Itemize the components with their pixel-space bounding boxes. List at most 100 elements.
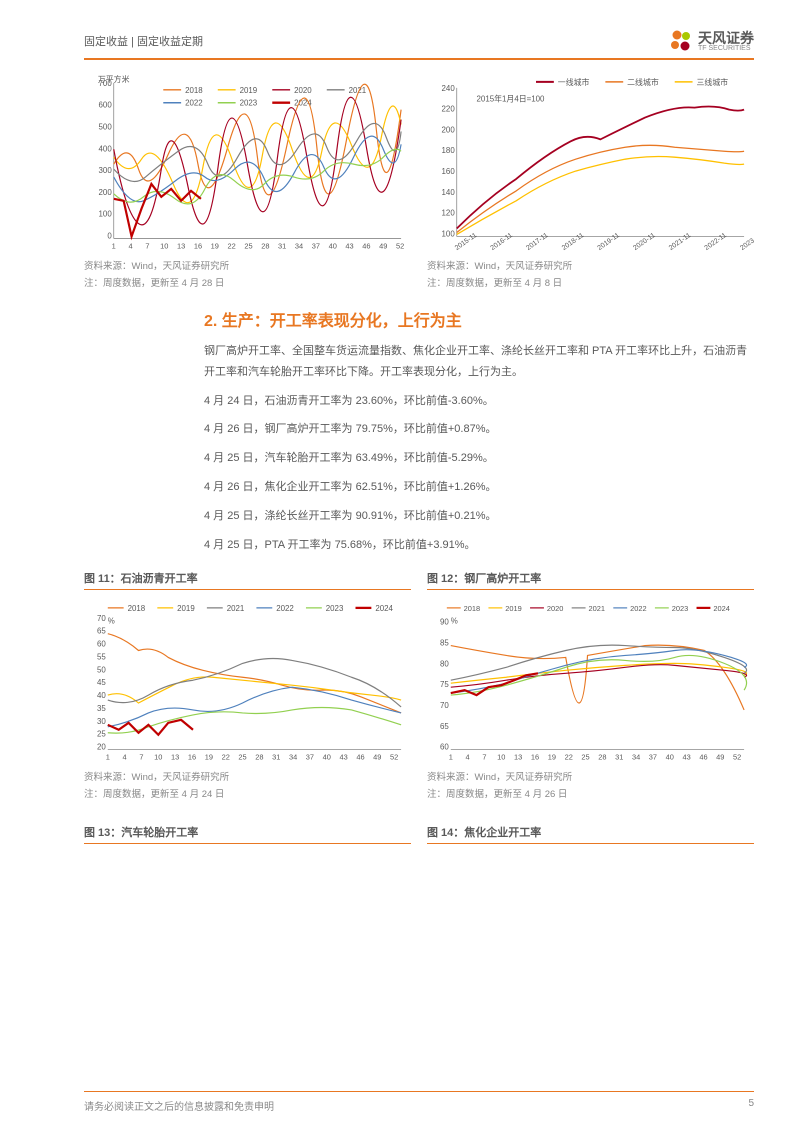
svg-text:4: 4 xyxy=(123,752,127,761)
fig13-title: 图 13：汽车轮胎开工率 xyxy=(84,824,411,844)
svg-text:70: 70 xyxy=(440,701,449,710)
svg-text:2022: 2022 xyxy=(276,604,294,613)
svg-text:31: 31 xyxy=(615,752,623,761)
chart-source: 资料来源：Wind，天风证券研究所 xyxy=(84,260,411,274)
logo-icon xyxy=(668,28,694,54)
svg-text:2021-11: 2021-11 xyxy=(668,232,693,252)
svg-text:34: 34 xyxy=(289,752,297,761)
svg-text:2020: 2020 xyxy=(294,86,312,95)
svg-text:19: 19 xyxy=(205,752,213,761)
fig12-title: 图 12：钢厂高炉开工率 xyxy=(427,570,754,590)
fig11-source: 资料来源：Wind，天风证券研究所 xyxy=(84,771,411,785)
svg-text:13: 13 xyxy=(177,241,185,250)
svg-text:34: 34 xyxy=(632,752,640,761)
svg-text:2021: 2021 xyxy=(589,604,606,613)
svg-text:一线城市: 一线城市 xyxy=(558,77,590,87)
svg-text:7: 7 xyxy=(145,241,149,250)
svg-text:43: 43 xyxy=(339,752,347,761)
svg-text:45: 45 xyxy=(97,678,106,687)
svg-text:%: % xyxy=(108,617,115,626)
section-line-5: 4 月 25 日，PTA 开工率为 75.68%，环比前值+3.91%。 xyxy=(84,535,754,556)
svg-text:100: 100 xyxy=(442,229,456,238)
fig12-chart: 2018 2019 2020 2021 2022 2023 2024 % 606… xyxy=(427,596,754,802)
svg-text:160: 160 xyxy=(442,167,456,176)
svg-text:0: 0 xyxy=(107,231,112,240)
svg-text:1: 1 xyxy=(112,241,116,250)
chart-note: 注：周度数据，更新至 4 月 8 日 xyxy=(427,277,754,291)
svg-text:2024: 2024 xyxy=(375,604,393,613)
svg-text:49: 49 xyxy=(716,752,724,761)
fig11-chart: 2018 2019 2021 2022 2023 2024 % 202530 3… xyxy=(84,596,411,802)
svg-text:80: 80 xyxy=(440,659,449,668)
svg-text:2023: 2023 xyxy=(240,99,258,108)
svg-text:37: 37 xyxy=(306,752,314,761)
svg-text:75: 75 xyxy=(440,680,449,689)
svg-text:2018: 2018 xyxy=(128,604,146,613)
svg-text:2023: 2023 xyxy=(672,604,689,613)
svg-text:43: 43 xyxy=(345,241,353,250)
svg-text:50: 50 xyxy=(97,665,106,674)
svg-text:25: 25 xyxy=(581,752,589,761)
svg-text:28: 28 xyxy=(598,752,606,761)
svg-text:16: 16 xyxy=(194,241,202,250)
svg-text:25: 25 xyxy=(238,752,246,761)
svg-text:10: 10 xyxy=(497,752,505,761)
svg-text:31: 31 xyxy=(278,241,286,250)
chart-note: 注：周度数据，更新至 4 月 28 日 xyxy=(84,277,411,291)
svg-text:19: 19 xyxy=(548,752,556,761)
svg-text:31: 31 xyxy=(272,752,280,761)
svg-text:2022: 2022 xyxy=(630,604,647,613)
brand-name: 天风证券 xyxy=(698,31,754,45)
svg-text:240: 240 xyxy=(442,84,456,93)
svg-text:52: 52 xyxy=(390,752,398,761)
svg-text:2017-11: 2017-11 xyxy=(525,232,550,252)
section-line-1: 4 月 26 日，钢厂高炉开工率为 79.75%，环比前值+0.87%。 xyxy=(84,419,754,440)
brand-logo: 天风证券 TF SECURITIES xyxy=(668,28,754,54)
fig11-svg: 2018 2019 2021 2022 2023 2024 % 202530 3… xyxy=(84,596,411,769)
svg-text:28: 28 xyxy=(261,241,269,250)
svg-text:40: 40 xyxy=(323,752,331,761)
svg-text:65: 65 xyxy=(440,722,449,731)
svg-text:220: 220 xyxy=(442,105,456,114)
svg-text:2022-11: 2022-11 xyxy=(704,232,729,252)
svg-text:2019: 2019 xyxy=(505,604,522,613)
svg-text:1: 1 xyxy=(106,752,110,761)
section-line-3: 4 月 26 日，焦化企业开工率为 62.51%，环比前值+1.26%。 xyxy=(84,477,754,498)
chart-top-left: 万平方米 0100200 300400500 600700 14710 1316… xyxy=(84,70,411,291)
svg-text:25: 25 xyxy=(244,241,252,250)
svg-text:2024: 2024 xyxy=(713,604,730,613)
chart-top-left-svg: 万平方米 0100200 300400500 600700 14710 1316… xyxy=(84,70,411,258)
svg-text:%: % xyxy=(451,617,458,626)
svg-text:22: 22 xyxy=(228,241,236,250)
svg-text:52: 52 xyxy=(733,752,741,761)
svg-text:30: 30 xyxy=(97,717,106,726)
svg-text:60: 60 xyxy=(97,639,106,648)
svg-text:52: 52 xyxy=(396,241,404,250)
svg-text:70: 70 xyxy=(97,614,106,623)
svg-text:140: 140 xyxy=(442,188,456,197)
fig12-note: 注：周度数据，更新至 4 月 26 日 xyxy=(427,788,754,802)
svg-text:16: 16 xyxy=(188,752,196,761)
svg-text:22: 22 xyxy=(222,752,230,761)
svg-text:200: 200 xyxy=(99,188,113,197)
svg-text:19: 19 xyxy=(211,241,219,250)
svg-text:40: 40 xyxy=(329,241,337,250)
svg-text:2022: 2022 xyxy=(185,99,203,108)
svg-text:20: 20 xyxy=(97,742,106,751)
svg-text:2016-11: 2016-11 xyxy=(490,232,515,252)
footer-page: 5 xyxy=(748,1098,754,1113)
svg-text:2015-11: 2015-11 xyxy=(454,232,479,252)
svg-text:1: 1 xyxy=(449,752,453,761)
chart-annotation: 2015年1月4日=100 xyxy=(477,94,546,104)
svg-text:2018: 2018 xyxy=(185,86,203,95)
fig12-source: 资料来源：Wind，天风证券研究所 xyxy=(427,771,754,785)
svg-text:2020-11: 2020-11 xyxy=(632,232,657,252)
header-category: 固定收益 | 固定收益定期 xyxy=(84,33,203,49)
svg-text:10: 10 xyxy=(154,752,162,761)
svg-text:28: 28 xyxy=(255,752,263,761)
svg-text:22: 22 xyxy=(565,752,573,761)
svg-text:700: 700 xyxy=(99,79,113,88)
chart-top-right: 100120140 160180200 220240 2015-11 2016-… xyxy=(427,70,754,291)
chart-source: 资料来源：Wind，天风证券研究所 xyxy=(427,260,754,274)
svg-text:13: 13 xyxy=(514,752,522,761)
